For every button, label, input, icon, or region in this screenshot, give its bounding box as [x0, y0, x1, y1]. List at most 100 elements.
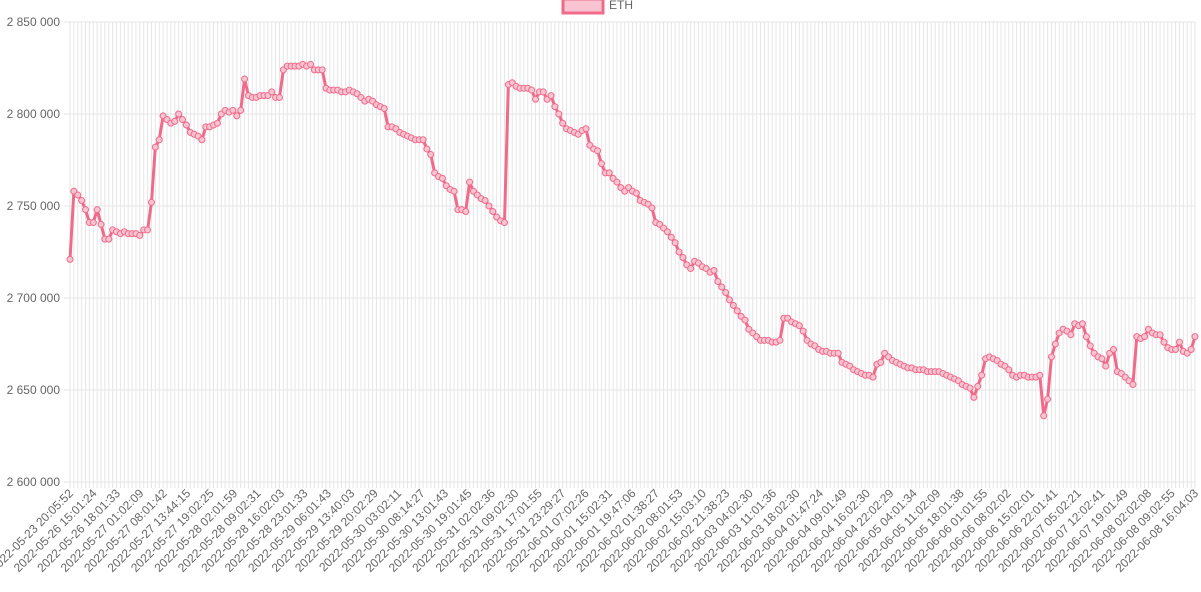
data-point[interactable] — [1175, 338, 1183, 346]
data-point[interactable] — [1051, 340, 1059, 348]
data-point[interactable] — [834, 349, 842, 357]
legend-swatch[interactable] — [561, 0, 605, 15]
data-point[interactable] — [667, 233, 675, 241]
data-point[interactable] — [974, 382, 982, 390]
data-point[interactable] — [462, 208, 470, 216]
legend[interactable]: ETH — [561, 0, 633, 15]
data-point[interactable] — [555, 110, 563, 118]
data-point[interactable] — [213, 119, 221, 127]
data-point[interactable] — [725, 296, 733, 304]
data-point[interactable] — [710, 266, 718, 274]
data-point[interactable] — [722, 288, 730, 296]
data-point[interactable] — [1102, 362, 1110, 370]
data-point[interactable] — [648, 204, 656, 212]
data-point[interactable] — [729, 301, 737, 309]
data-point[interactable] — [978, 371, 986, 379]
data-point[interactable] — [1187, 346, 1195, 354]
data-point[interactable] — [687, 265, 695, 273]
data-point[interactable] — [679, 254, 687, 262]
data-point[interactable] — [877, 358, 885, 366]
data-point[interactable] — [1044, 395, 1052, 403]
data-point[interactable] — [966, 384, 974, 392]
data-point[interactable] — [241, 75, 249, 83]
data-point[interactable] — [1079, 320, 1086, 328]
data-point[interactable] — [632, 189, 640, 197]
data-point[interactable] — [1110, 346, 1118, 354]
data-point[interactable] — [1086, 342, 1094, 350]
data-point[interactable] — [528, 86, 536, 94]
data-point[interactable] — [237, 106, 245, 114]
data-point[interactable] — [155, 136, 163, 144]
data-point[interactable] — [663, 228, 671, 236]
data-point[interactable] — [718, 283, 726, 291]
data-point[interactable] — [423, 145, 431, 153]
data-point[interactable] — [66, 255, 74, 263]
data-point[interactable] — [144, 226, 152, 234]
data-point[interactable] — [105, 235, 113, 243]
data-point[interactable] — [481, 196, 489, 204]
data-point[interactable] — [1047, 353, 1055, 361]
data-point[interactable] — [582, 125, 590, 133]
data-point[interactable] — [89, 219, 97, 227]
data-point[interactable] — [1098, 355, 1106, 363]
data-point[interactable] — [182, 121, 190, 129]
data-point[interactable] — [82, 206, 90, 214]
data-point[interactable] — [147, 198, 155, 206]
data-point[interactable] — [741, 316, 749, 324]
data-point[interactable] — [594, 147, 602, 155]
data-point[interactable] — [1040, 412, 1048, 420]
data-point[interactable] — [97, 220, 105, 228]
data-point[interactable] — [268, 88, 276, 96]
data-point[interactable] — [869, 373, 877, 381]
data-point[interactable] — [275, 93, 283, 101]
data-point[interactable] — [198, 136, 206, 144]
data-point[interactable] — [605, 169, 613, 177]
data-point[interactable] — [78, 196, 86, 204]
data-point[interactable] — [795, 322, 803, 330]
data-point[interactable] — [1160, 338, 1168, 346]
data-point[interactable] — [179, 116, 186, 124]
data-point[interactable] — [551, 103, 559, 111]
data-point[interactable] — [1005, 366, 1013, 374]
data-point[interactable] — [613, 178, 621, 186]
data-point[interactable] — [380, 104, 388, 112]
data-point[interactable] — [93, 206, 101, 214]
data-point[interactable] — [450, 187, 458, 195]
data-point[interactable] — [318, 66, 326, 74]
data-point[interactable] — [1036, 371, 1044, 379]
data-point[interactable] — [1191, 333, 1199, 341]
data-point[interactable] — [1082, 333, 1090, 341]
data-point[interactable] — [489, 208, 497, 216]
data-point[interactable] — [532, 95, 540, 103]
data-point[interactable] — [733, 307, 741, 315]
data-point[interactable] — [171, 117, 179, 125]
legend-label[interactable]: ETH — [609, 0, 633, 12]
data-point[interactable] — [307, 60, 315, 68]
data-point[interactable] — [419, 136, 427, 144]
data-point[interactable] — [151, 143, 159, 151]
data-point[interactable] — [1172, 346, 1180, 354]
data-point[interactable] — [136, 231, 144, 239]
data-point[interactable] — [1141, 333, 1149, 341]
data-point[interactable] — [547, 92, 555, 100]
data-point[interactable] — [970, 393, 978, 401]
data-point[interactable] — [539, 88, 547, 96]
data-point[interactable] — [776, 336, 784, 344]
data-point[interactable] — [714, 277, 722, 285]
data-point[interactable] — [229, 106, 237, 114]
data-point[interactable] — [675, 248, 683, 256]
data-point[interactable] — [485, 202, 493, 210]
data-point[interactable] — [175, 110, 183, 118]
data-point[interactable] — [427, 150, 435, 158]
data-point[interactable] — [466, 178, 474, 186]
data-point[interactable] — [597, 160, 605, 168]
data-point[interactable] — [438, 174, 446, 182]
data-point[interactable] — [500, 219, 508, 227]
data-point[interactable] — [559, 119, 567, 127]
data-point[interactable] — [74, 191, 82, 199]
data-point[interactable] — [233, 112, 241, 120]
data-point[interactable] — [1156, 331, 1164, 339]
data-point[interactable] — [1129, 380, 1137, 388]
data-point[interactable] — [1067, 331, 1075, 339]
data-point[interactable] — [671, 239, 679, 247]
